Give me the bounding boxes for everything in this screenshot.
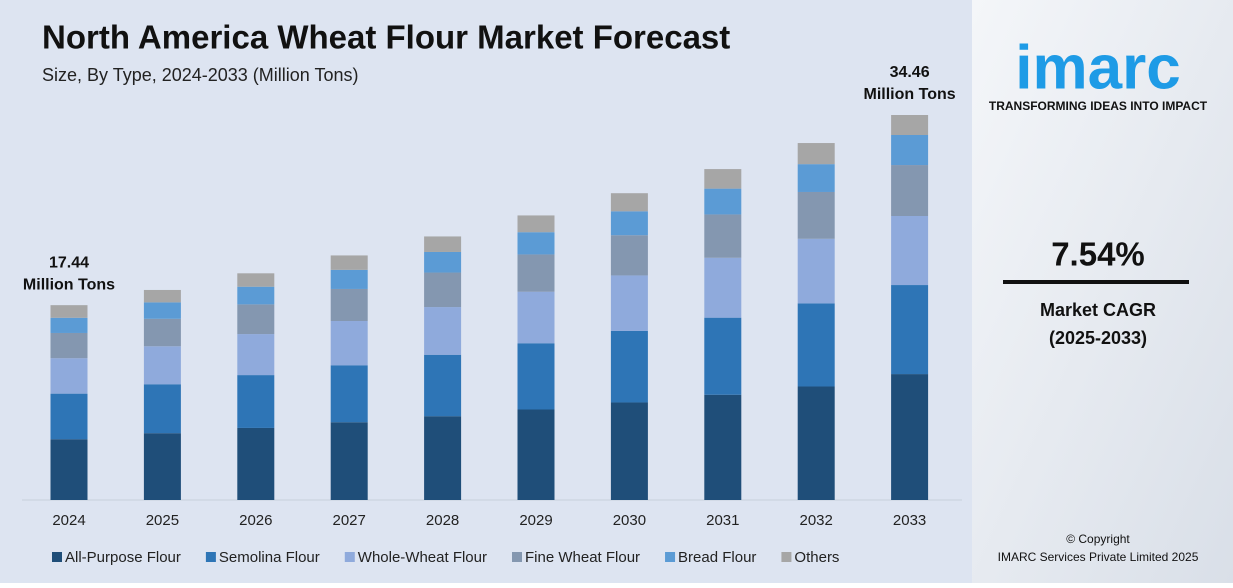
legend-swatch <box>665 552 676 562</box>
bar-segment <box>237 334 275 376</box>
x-tick-label: 2032 <box>800 512 833 529</box>
x-tick-label: 2033 <box>893 512 926 529</box>
cagr-value: 7.54% <box>1051 236 1145 273</box>
bar-segment <box>610 235 648 276</box>
bar-segment <box>50 305 88 318</box>
bar-segment <box>330 269 368 289</box>
bar-segment <box>517 215 555 233</box>
legend-swatch <box>205 552 216 562</box>
legend-label: Fine Wheat Flour <box>525 549 640 566</box>
x-tick-label: 2029 <box>519 512 552 529</box>
bar-segment <box>143 433 181 500</box>
total-label: 17.44 <box>49 254 89 271</box>
bar-segment <box>517 232 555 255</box>
bar-segment <box>610 402 648 500</box>
bar-segment <box>610 211 648 236</box>
bar-segment <box>797 164 835 192</box>
bar-segment <box>237 427 275 500</box>
x-tick-label: 2025 <box>146 512 179 529</box>
x-tick-label: 2027 <box>333 512 366 529</box>
bar-segment <box>704 169 742 189</box>
bar-segment <box>330 321 368 366</box>
bar-segment <box>143 346 181 385</box>
bar-segment <box>891 134 929 166</box>
logo: imarc <box>1015 33 1180 102</box>
legend-label: Others <box>794 549 839 566</box>
x-tick-label: 2026 <box>239 512 272 529</box>
bar-segment <box>424 236 462 252</box>
company: IMARC Services Private Limited 2025 <box>998 550 1199 564</box>
bar-segment <box>424 354 462 417</box>
bar-segment <box>424 307 462 355</box>
bar-segment <box>610 193 648 212</box>
chart-subtitle: Size, By Type, 2024-2033 (Million Tons) <box>42 65 359 85</box>
total-unit: Million Tons <box>864 86 956 103</box>
bar-segment <box>50 358 88 394</box>
bar-segment <box>143 289 181 303</box>
bar-segment <box>610 275 648 331</box>
bar-segment <box>704 214 742 258</box>
bar-segment <box>517 343 555 410</box>
bar-segment <box>797 143 835 165</box>
legend-swatch <box>512 552 522 562</box>
legend-label: All-Purpose Flour <box>65 549 181 566</box>
bar-segment <box>891 215 929 286</box>
legend-label: Bread Flour <box>678 549 756 566</box>
bar-segment <box>704 317 742 395</box>
bar-segment <box>237 304 275 335</box>
bar-segment <box>797 386 835 500</box>
total-unit: Million Tons <box>23 276 115 293</box>
legend-swatch <box>781 552 792 562</box>
bar-segment <box>704 394 742 500</box>
bar-segment <box>891 165 929 216</box>
bar-segment <box>424 251 462 273</box>
bar-segment <box>517 409 555 500</box>
bar-segment <box>330 255 368 270</box>
copyright: © Copyright <box>1066 532 1130 546</box>
panel-background <box>972 0 1233 583</box>
bar-segment <box>143 384 181 434</box>
bar-segment <box>330 288 368 322</box>
bar-segment <box>143 302 181 319</box>
cagr-label: Market CAGR <box>1040 300 1156 320</box>
total-label: 34.46 <box>890 64 930 81</box>
x-tick-label: 2024 <box>52 512 85 529</box>
legend-swatch <box>52 552 62 562</box>
bar-segment <box>891 374 929 500</box>
chart-title: North America Wheat Flour Market Forecas… <box>42 19 730 56</box>
bar-segment <box>143 318 181 347</box>
bar-segment <box>330 365 368 423</box>
bar-segment <box>424 416 462 500</box>
x-tick-label: 2030 <box>613 512 646 529</box>
bar-segment <box>237 286 275 305</box>
bar-segment <box>891 115 929 135</box>
cagr-period: (2025-2033) <box>1049 328 1147 348</box>
x-tick-label: 2028 <box>426 512 459 529</box>
x-tick-label: 2031 <box>706 512 739 529</box>
legend-label: Whole-Wheat Flour <box>358 549 487 566</box>
bar-segment <box>50 332 88 359</box>
bar-segment <box>517 291 555 344</box>
bar-segment <box>797 303 835 387</box>
bar-segment <box>704 188 742 215</box>
legend-swatch <box>344 552 355 562</box>
bar-segment <box>237 375 275 428</box>
bar-segment <box>50 393 88 440</box>
legend-label: Semolina Flour <box>219 549 320 566</box>
bar-segment <box>517 254 555 292</box>
bar-segment <box>424 272 462 308</box>
bar-segment <box>50 439 88 500</box>
bar-segment <box>704 257 742 318</box>
bar-segment <box>610 330 648 403</box>
bar-segment <box>330 422 368 500</box>
bar-segment <box>891 285 929 375</box>
bar-segment <box>797 191 835 239</box>
bar-segment <box>237 273 275 287</box>
bar-segment <box>797 238 835 304</box>
tagline: TRANSFORMING IDEAS INTO IMPACT <box>989 99 1208 113</box>
bar-segment <box>50 317 88 333</box>
